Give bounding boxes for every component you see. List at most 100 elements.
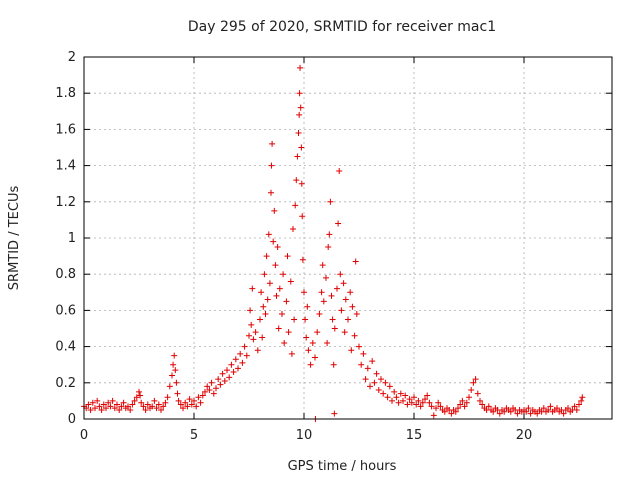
data-point [490, 408, 497, 415]
data-point [276, 285, 283, 292]
data-point [367, 383, 373, 390]
data-point [288, 350, 295, 357]
y-tick-label: 0 [68, 412, 76, 427]
data-point [221, 377, 228, 384]
data-point [331, 325, 338, 332]
data-point [319, 262, 326, 269]
data-point [296, 90, 303, 97]
data-point [331, 410, 338, 417]
data-point [268, 189, 274, 196]
data-point [417, 403, 424, 410]
data-point [295, 130, 302, 137]
data-point [340, 280, 347, 287]
data-point [169, 372, 175, 379]
data-point [290, 225, 296, 232]
data-point [318, 289, 325, 296]
data-point [455, 405, 461, 412]
data-point [241, 343, 248, 350]
data-point [304, 303, 311, 310]
data-point [386, 383, 393, 390]
data-point [545, 406, 552, 413]
data-point [327, 198, 334, 205]
data-point [208, 379, 215, 386]
data-point [309, 339, 316, 346]
grid-lines [84, 57, 612, 419]
x-tick-label: 20 [516, 428, 533, 443]
data-point [114, 401, 120, 408]
data-point [262, 311, 269, 318]
data-point [485, 403, 492, 410]
y-tick-label: 0.8 [55, 267, 76, 282]
data-point [250, 336, 257, 343]
data-point [219, 370, 226, 377]
data-point [353, 311, 360, 318]
data-point [109, 397, 116, 404]
data-point [274, 244, 281, 251]
data-point [335, 220, 342, 227]
data-point [237, 350, 244, 357]
data-point [554, 405, 560, 412]
y-tick-label: 1 [68, 231, 76, 246]
data-point [461, 403, 468, 410]
data-point [239, 359, 246, 366]
x-tick-label: 5 [190, 428, 198, 443]
data-point [496, 410, 503, 417]
data-point [358, 361, 365, 368]
data-point [298, 144, 305, 151]
data-point [514, 410, 521, 417]
data-point [349, 303, 356, 310]
data-point [164, 394, 171, 401]
data-point [177, 401, 184, 408]
data-point [459, 397, 466, 404]
data-point [291, 316, 298, 323]
data-point [452, 408, 459, 415]
data-point [534, 410, 541, 417]
data-point [428, 403, 435, 410]
data-point [266, 280, 273, 287]
data-point [197, 399, 204, 406]
data-point [243, 352, 250, 359]
x-tick-label: 10 [296, 428, 313, 443]
data-point [448, 410, 455, 417]
data-point [287, 278, 294, 285]
data-point [269, 140, 276, 147]
data-point [153, 405, 160, 412]
data-point [254, 347, 261, 354]
data-point [352, 258, 359, 265]
data-point [297, 64, 304, 71]
data-point [280, 271, 287, 278]
data-point [271, 207, 278, 214]
data-point [235, 365, 241, 372]
data-point [565, 405, 571, 412]
data-point [297, 104, 304, 111]
data-point [341, 329, 348, 336]
data-point [413, 401, 420, 408]
data-point [433, 405, 439, 412]
data-point [362, 376, 369, 383]
data-point [111, 405, 118, 412]
data-point [285, 329, 292, 336]
data-point [316, 311, 323, 318]
data-point [323, 274, 329, 281]
data-point [576, 401, 582, 408]
data-point [173, 379, 180, 386]
x-axis-label: GPS time / hours [288, 459, 397, 474]
data-point [268, 162, 275, 169]
data-point [140, 403, 147, 410]
data-point [137, 392, 144, 399]
data-point [375, 387, 382, 394]
data-point [94, 397, 101, 404]
data-point [298, 180, 305, 187]
data-point [166, 383, 173, 390]
data-point [188, 401, 195, 408]
data-point [468, 387, 475, 394]
data-point [230, 368, 237, 375]
data-point [299, 213, 306, 220]
y-tick-label: 0.6 [55, 303, 76, 318]
data-point [402, 392, 409, 399]
data-point [540, 405, 547, 412]
data-point [578, 397, 585, 404]
data-point [174, 390, 181, 397]
data-point [397, 390, 404, 397]
data-point [246, 332, 252, 339]
